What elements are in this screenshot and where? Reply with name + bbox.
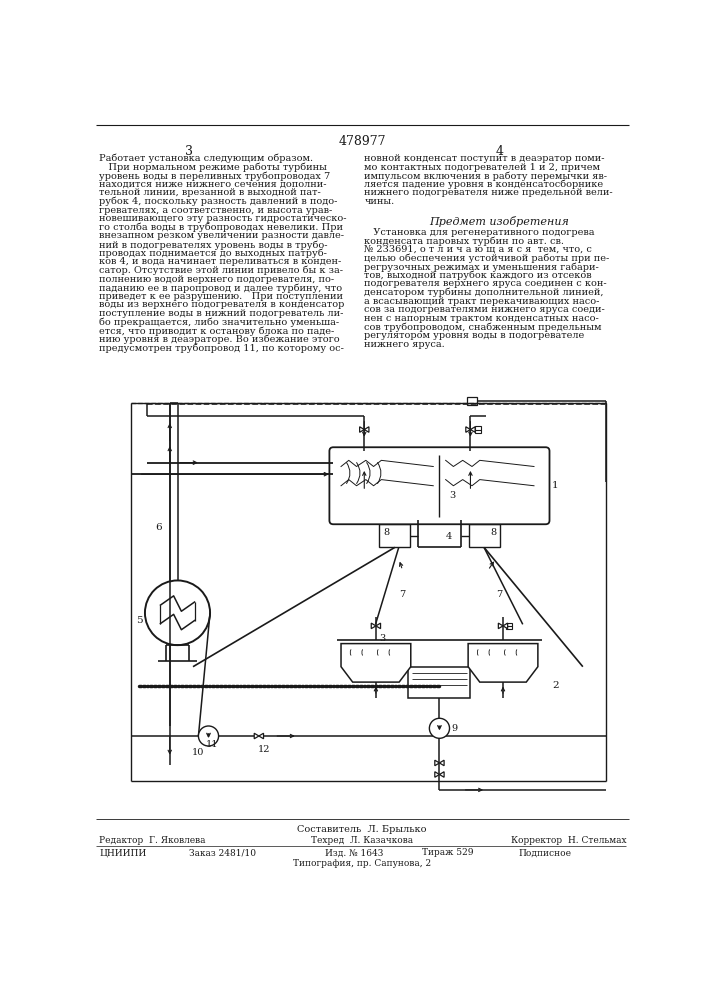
- Circle shape: [145, 580, 210, 645]
- Text: 8: 8: [383, 528, 390, 537]
- Text: Предмет изобретения: Предмет изобретения: [429, 216, 569, 227]
- Text: Типография, пр. Сапунова, 2: Типография, пр. Сапунова, 2: [293, 859, 431, 868]
- Text: 6: 6: [155, 523, 161, 532]
- Text: ляется падение уровня в конденсатосборнике: ляется падение уровня в конденсатосборни…: [364, 180, 603, 189]
- Text: № 233691, о т л и ч а ю щ а я с я  тем, что, с: № 233691, о т л и ч а ю щ а я с я тем, ч…: [364, 245, 592, 254]
- Text: регулятором уровня воды в подогревателе: регулятором уровня воды в подогревателе: [364, 331, 585, 340]
- Text: 8: 8: [490, 528, 496, 537]
- Text: 5: 5: [136, 616, 143, 625]
- Text: приведет к ее разрушению.   При поступлении: приведет к ее разрушению. При поступлени…: [99, 292, 343, 301]
- Circle shape: [199, 726, 218, 746]
- Text: ЦНИИПИ: ЦНИИПИ: [99, 848, 146, 857]
- Text: целью обеспечения устойчивой работы при пе-: целью обеспечения устойчивой работы при …: [364, 253, 609, 263]
- Text: Заказ 2481/10: Заказ 2481/10: [189, 848, 256, 857]
- Text: Редактор  Г. Яковлева: Редактор Г. Яковлева: [99, 836, 206, 845]
- Text: 4: 4: [495, 145, 503, 158]
- Text: мо контактных подогревателей 1 и 2, причем: мо контактных подогревателей 1 и 2, прич…: [364, 163, 600, 172]
- Polygon shape: [341, 644, 411, 682]
- Text: 9: 9: [451, 724, 457, 733]
- Text: а всасывающий тракт перекачивающих насо-: а всасывающий тракт перекачивающих насо-: [364, 297, 600, 306]
- Polygon shape: [364, 427, 369, 432]
- Polygon shape: [360, 427, 364, 432]
- Text: 478977: 478977: [338, 135, 386, 148]
- Polygon shape: [498, 623, 503, 629]
- Text: подогревателя верхнего яруса соединен с кон-: подогревателя верхнего яруса соединен с …: [364, 279, 607, 288]
- Text: тов, выходной патрубок каждого из отсеков: тов, выходной патрубок каждого из отсеко…: [364, 271, 592, 280]
- Text: новешивающего эту разность гидростатическо-: новешивающего эту разность гидростатичес…: [99, 214, 346, 223]
- Text: ется, что приводит к останову блока по паде-: ется, что приводит к останову блока по п…: [99, 326, 334, 336]
- Text: гревателях, а соответственно, и высота урав-: гревателях, а соответственно, и высота у…: [99, 206, 332, 215]
- Text: тельной линии, врезанной в выходной пат-: тельной линии, врезанной в выходной пат-: [99, 188, 321, 197]
- Text: 3: 3: [185, 145, 193, 158]
- Text: предусмотрен трубопровод 11, по которому ос-: предусмотрен трубопровод 11, по которому…: [99, 344, 344, 353]
- Text: 7: 7: [496, 590, 502, 599]
- Text: чины.: чины.: [364, 197, 395, 206]
- Text: Корректор  Н. Стельмах: Корректор Н. Стельмах: [510, 836, 626, 845]
- Text: Составитель  Л. Брылько: Составитель Л. Брылько: [297, 825, 427, 834]
- Polygon shape: [440, 772, 444, 777]
- Bar: [409, 667, 470, 698]
- Text: паданию ее в паропровод и далее турбину, что: паданию ее в паропровод и далее турбину,…: [99, 283, 342, 293]
- Text: регрузочных режимах и уменьшения габари-: регрузочных режимах и уменьшения габари-: [364, 262, 599, 272]
- Bar: [506, 623, 513, 629]
- Polygon shape: [435, 772, 440, 777]
- Text: 2: 2: [552, 681, 559, 690]
- Text: уровень воды в переливных трубопроводах 7: уровень воды в переливных трубопроводах …: [99, 171, 330, 181]
- Text: новной конденсат поступит в деаэратор поми-: новной конденсат поступит в деаэратор по…: [364, 154, 604, 163]
- Text: 3: 3: [449, 491, 455, 500]
- Text: 7: 7: [399, 590, 405, 599]
- Text: Установка для регенеративного подогрева: Установка для регенеративного подогрева: [364, 228, 595, 237]
- Text: полнению водой верхнего подогревателя, по-: полнению водой верхнего подогревателя, п…: [99, 275, 334, 284]
- Text: При нормальном режиме работы турбины: При нормальном режиме работы турбины: [99, 163, 327, 172]
- Polygon shape: [466, 427, 470, 432]
- Polygon shape: [435, 760, 440, 766]
- Bar: [380, 524, 410, 547]
- Polygon shape: [255, 733, 259, 739]
- Text: го столба воды в трубопроводах невелики. При: го столба воды в трубопроводах невелики.…: [99, 223, 343, 232]
- Text: внезапном резком увеличении разности давле-: внезапном резком увеличении разности дав…: [99, 231, 344, 240]
- Text: бо прекращается, либо значительно уменьша-: бо прекращается, либо значительно уменьш…: [99, 318, 339, 327]
- Text: 10: 10: [192, 748, 204, 757]
- Text: Подписное: Подписное: [518, 848, 571, 857]
- Polygon shape: [468, 644, 538, 682]
- Text: сов трубопроводом, снабженным предельным: сов трубопроводом, снабженным предельным: [364, 322, 602, 332]
- Polygon shape: [259, 733, 264, 739]
- Text: ний в подогревателях уровень воды в трубо-: ний в подогревателях уровень воды в труб…: [99, 240, 328, 250]
- Text: сов за подогревателями нижнего яруса соеди-: сов за подогревателями нижнего яруса сое…: [364, 305, 605, 314]
- Text: нижнего яруса.: нижнего яруса.: [364, 340, 445, 349]
- Polygon shape: [371, 623, 376, 629]
- Text: 4: 4: [445, 532, 452, 541]
- FancyBboxPatch shape: [329, 447, 549, 524]
- Polygon shape: [470, 427, 475, 432]
- Bar: [467, 397, 477, 405]
- Text: воды из верхнего подогревателя в конденсатор: воды из верхнего подогревателя в конденс…: [99, 300, 344, 309]
- Text: 12: 12: [257, 745, 270, 754]
- Polygon shape: [440, 760, 444, 766]
- Text: денсатором турбины дополнительной линией,: денсатором турбины дополнительной линией…: [364, 288, 604, 297]
- Text: Работает установка следующим образом.: Работает установка следующим образом.: [99, 154, 313, 163]
- Text: конденсата паровых турбин по авт. св.: конденсата паровых турбин по авт. св.: [364, 236, 564, 246]
- Text: 3: 3: [379, 634, 385, 643]
- Text: Техред  Л. Казачкова: Техред Л. Казачкова: [311, 836, 413, 845]
- Text: сатор. Отсутствие этой линии привело бы к за-: сатор. Отсутствие этой линии привело бы …: [99, 266, 343, 275]
- Text: Изд. № 1643: Изд. № 1643: [325, 848, 383, 857]
- Text: нижнего подогревателя ниже предельной вели-: нижнего подогревателя ниже предельной ве…: [364, 188, 613, 197]
- Text: импульсом включения в работу перемычки яв-: импульсом включения в работу перемычки я…: [364, 171, 607, 181]
- Polygon shape: [503, 623, 508, 629]
- Text: ков 4, и вода начинает переливаться в конден-: ков 4, и вода начинает переливаться в ко…: [99, 257, 341, 266]
- Polygon shape: [376, 623, 380, 629]
- Bar: [475, 426, 481, 433]
- Text: 1: 1: [552, 481, 559, 490]
- Text: проводах поднимается до выходных патруб-: проводах поднимается до выходных патруб-: [99, 249, 327, 258]
- Text: 11: 11: [206, 740, 218, 749]
- Text: нию уровня в деаэраторе. Во избежание этого: нию уровня в деаэраторе. Во избежание эт…: [99, 335, 340, 344]
- Text: поступление воды в нижний подогреватель ли-: поступление воды в нижний подогреватель …: [99, 309, 344, 318]
- Text: нен с напорным трактом конденсатных насо-: нен с напорным трактом конденсатных насо…: [364, 314, 599, 323]
- Bar: [469, 524, 500, 547]
- Circle shape: [429, 718, 450, 738]
- Text: рубок 4, поскольку разность давлений в подо-: рубок 4, поскольку разность давлений в п…: [99, 197, 338, 207]
- Text: Тираж 529: Тираж 529: [421, 848, 473, 857]
- Text: находится ниже нижнего сечения дополни-: находится ниже нижнего сечения дополни-: [99, 180, 327, 189]
